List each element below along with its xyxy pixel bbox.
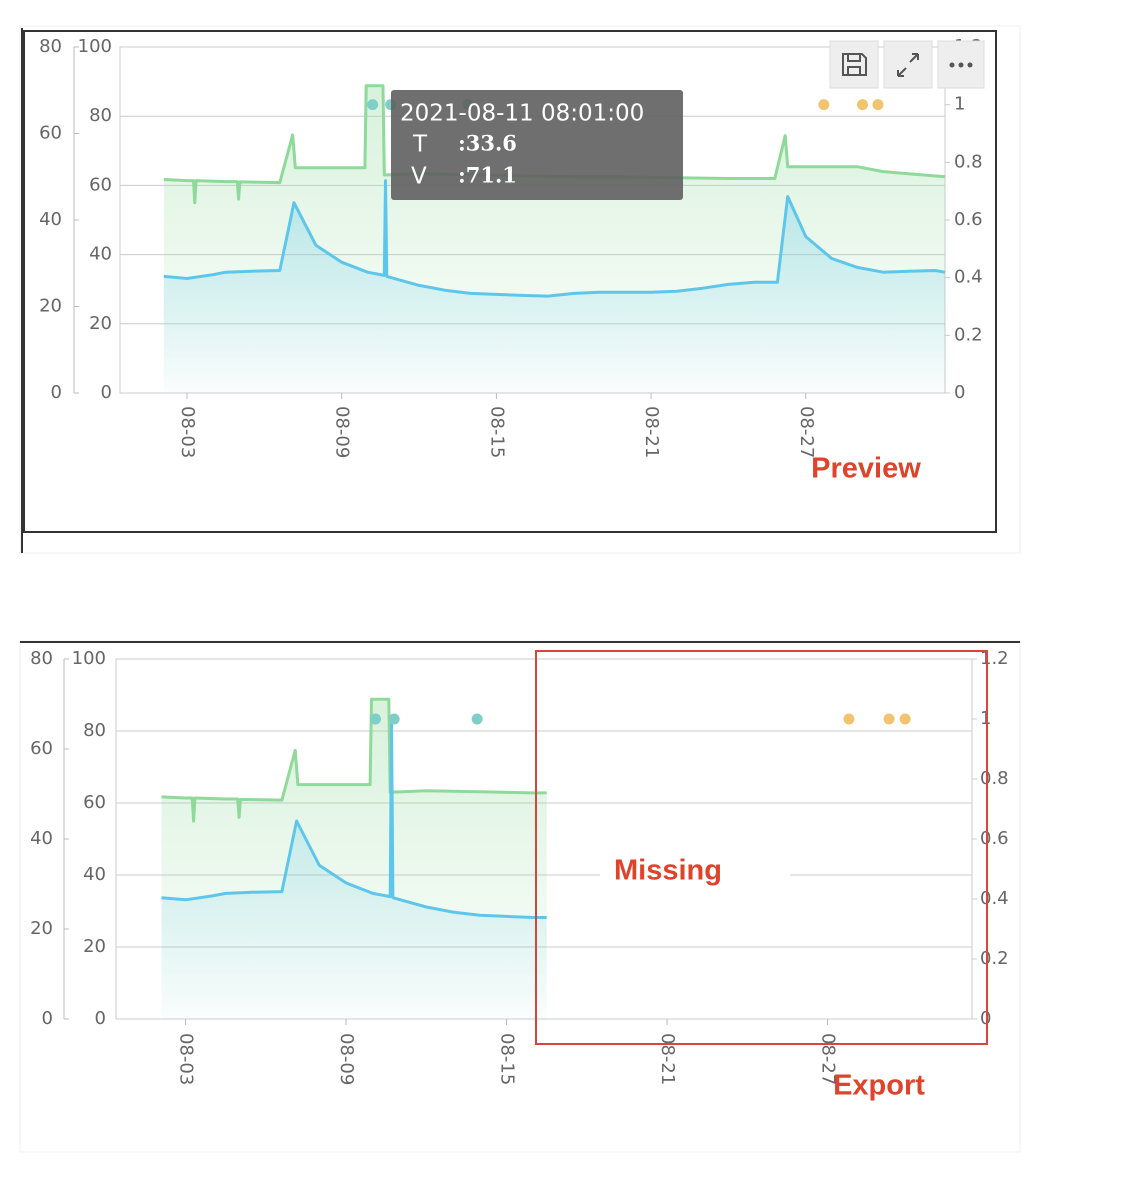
tooltip-box	[391, 90, 683, 200]
y2-tick-label: 0	[980, 1008, 991, 1029]
y2-tick-label: 0.4	[980, 888, 1009, 909]
point	[883, 713, 895, 725]
y-tick-label: 60	[83, 792, 106, 813]
x-tick-label: 08-21	[657, 1033, 678, 1085]
y2-tick-label: 0.2	[954, 324, 983, 345]
y2-tick-label: 0.2	[980, 948, 1009, 969]
save-button[interactable]	[829, 40, 879, 89]
y2-tick-label: 0.8	[954, 151, 983, 172]
point	[872, 99, 884, 111]
y3-tick-label: 40	[30, 828, 53, 849]
tooltip: 2021-08-11 08:01:00 T :33.6 V :71.1	[391, 90, 683, 200]
annotation: Export	[833, 1070, 925, 1102]
line	[161, 697, 547, 823]
y3-tick-label: 60	[30, 738, 53, 759]
fullscreen-button[interactable]	[883, 40, 933, 89]
point	[369, 713, 381, 725]
y-tick-label: 60	[89, 174, 112, 195]
x-tick-label: 08-21	[641, 406, 662, 458]
y-tick-label: 80	[83, 720, 106, 741]
y-tick-label: 100	[78, 36, 112, 57]
y-tick-label: 80	[89, 105, 112, 126]
y2-tick-label: 0.6	[954, 209, 983, 230]
x-tick-label: 08-09	[336, 1033, 357, 1085]
y2-tick-label: 0.4	[954, 267, 983, 288]
y-tick-label: 20	[89, 313, 112, 334]
point	[367, 99, 379, 111]
y-tick-label: 0	[95, 1008, 106, 1029]
tooltip-name: V	[411, 164, 427, 190]
annotation-bg	[600, 852, 790, 896]
tooltip-value: :71.1	[458, 163, 517, 188]
save-icon	[842, 53, 867, 76]
y-tick-label: 40	[89, 244, 112, 265]
area	[163, 180, 946, 393]
line	[163, 179, 946, 298]
x-tick-label: 08-03	[177, 406, 198, 458]
y2-tick-label: 1	[980, 708, 991, 729]
toolbox	[829, 40, 985, 89]
y2-tick-label: 0.6	[980, 828, 1009, 849]
line	[161, 718, 547, 919]
x-tick-label: 08-03	[176, 1033, 197, 1085]
y3-tick-label: 20	[39, 296, 62, 317]
point	[818, 99, 830, 111]
y-tick-label: 0	[101, 382, 112, 403]
x-tick-label: 08-15	[486, 406, 507, 458]
point	[857, 99, 868, 111]
y3-tick-label: 0	[42, 1008, 53, 1029]
y2-tick-label: 0.8	[980, 768, 1009, 789]
x-tick-label: 08-09	[332, 406, 353, 458]
more-dot	[958, 62, 964, 68]
y-tick-label: 20	[83, 936, 106, 957]
y3-tick-label: 80	[39, 36, 62, 57]
x-tick-label: 08-15	[497, 1033, 518, 1085]
x-tick-label: 08-27	[818, 1033, 839, 1085]
tooltip-value: :33.6	[458, 131, 517, 156]
point	[388, 713, 400, 725]
point	[899, 713, 911, 725]
preview-frame	[23, 30, 997, 533]
missing-box	[535, 650, 988, 1045]
x-tick-label: 08-27	[796, 406, 817, 458]
y2-tick-label: 1	[954, 94, 965, 115]
y3-tick-label: 60	[39, 123, 62, 144]
y3-tick-label: 20	[30, 918, 53, 939]
area	[161, 720, 547, 1019]
y3-tick-label: 0	[51, 382, 62, 403]
y3-tick-label: 80	[30, 648, 53, 669]
y-tick-label: 40	[83, 864, 106, 885]
more-dot	[967, 62, 973, 68]
point	[471, 713, 483, 725]
point	[843, 713, 855, 725]
y2-tick-label: 0	[954, 382, 965, 403]
y-tick-label: 100	[72, 648, 106, 669]
annotation: Preview	[811, 453, 921, 485]
annotation: Missing	[614, 855, 722, 887]
y3-tick-label: 40	[39, 209, 62, 230]
line	[163, 84, 946, 205]
more-dot	[949, 62, 955, 68]
tooltip-name: T	[412, 132, 428, 158]
fullscreen-icon	[897, 53, 919, 77]
tooltip-title: 2021-08-11 08:01:00	[400, 101, 644, 127]
